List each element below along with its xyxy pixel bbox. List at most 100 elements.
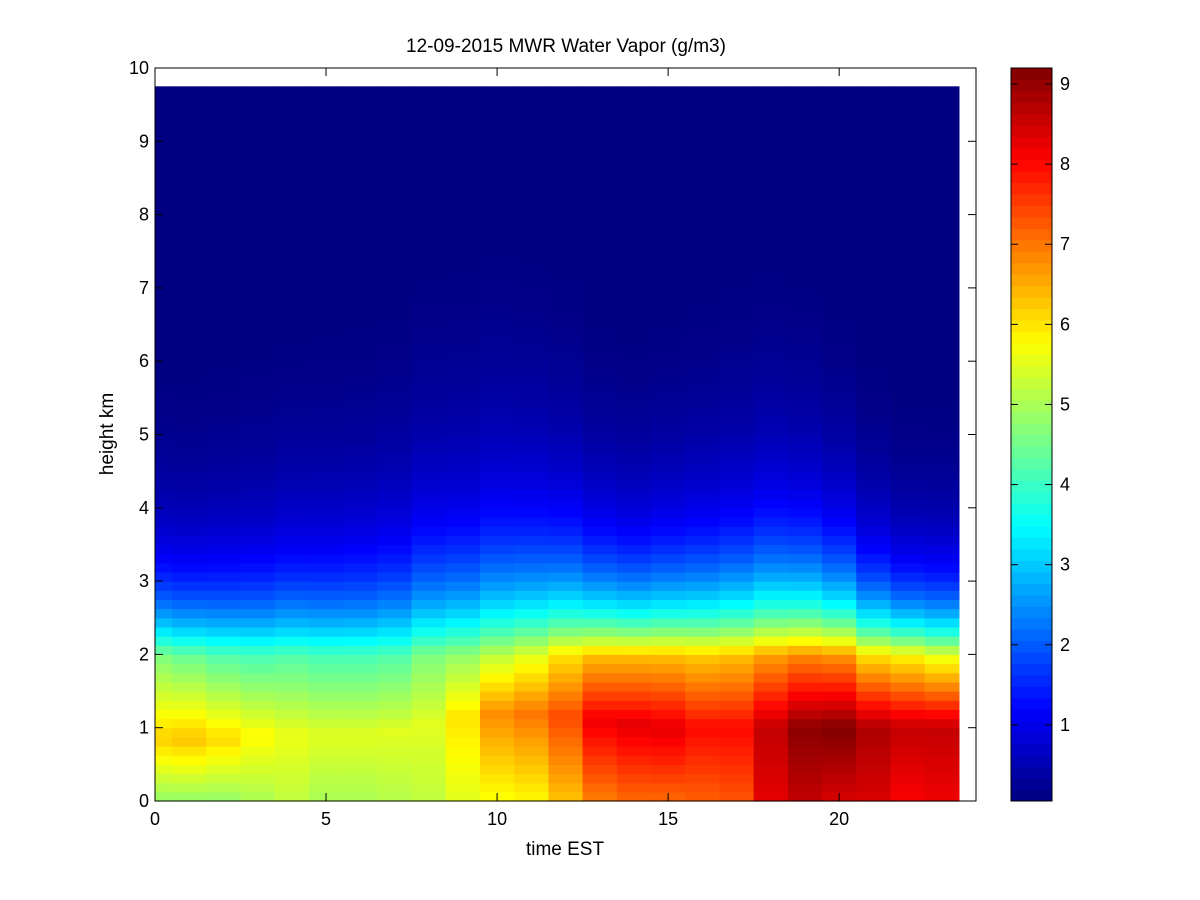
heatmap-cell [308, 709, 344, 720]
heatmap-cell [787, 736, 823, 747]
heatmap-cell [890, 141, 926, 152]
heatmap-cell [753, 590, 789, 601]
heatmap-cell [856, 352, 892, 362]
heatmap-cell [445, 232, 481, 243]
heatmap-cell [822, 782, 857, 793]
colorbar-strip [1011, 136, 1052, 149]
heatmap-cell [445, 782, 481, 793]
heatmap-cell [890, 361, 926, 371]
heatmap-cell [514, 306, 549, 316]
heatmap-cell [514, 187, 549, 197]
heatmap-cell [240, 187, 276, 197]
heatmap-cell [274, 388, 310, 399]
heatmap-cell [240, 370, 276, 381]
heatmap-cell [240, 342, 276, 353]
heatmap-cell [651, 242, 686, 252]
heatmap-cell [582, 746, 618, 756]
heatmap-cell [274, 104, 310, 115]
heatmap-cell [377, 590, 413, 601]
heatmap-cell [787, 260, 823, 271]
heatmap-cell [308, 626, 344, 637]
heatmap-cell [411, 581, 447, 591]
colorbar-strip [1011, 377, 1052, 390]
colorbar-strip [1011, 262, 1052, 275]
heatmap-cell [822, 122, 857, 133]
heatmap-cell [753, 407, 789, 417]
heatmap-cell [172, 86, 207, 97]
heatmap-cell [172, 544, 207, 555]
heatmap-cell [548, 461, 584, 472]
heatmap-cell [308, 242, 344, 252]
heatmap-cell [172, 379, 207, 390]
heatmap-cell [787, 507, 823, 518]
heatmap-cell [787, 361, 823, 371]
heatmap-cell [582, 617, 618, 628]
heatmap-cell [411, 663, 447, 674]
heatmap-cell [616, 663, 652, 674]
heatmap-cell [719, 526, 755, 536]
colorbar-strip [1011, 331, 1052, 344]
heatmap-cell [548, 416, 584, 426]
heatmap-cell [343, 196, 378, 207]
heatmap-cell [479, 187, 515, 197]
heatmap-cell [411, 132, 447, 142]
heatmap-cell [308, 645, 344, 655]
heatmap-cell [206, 489, 242, 500]
heatmap-cell [753, 379, 789, 390]
heatmap-cell [548, 782, 584, 793]
heatmap-cell [890, 526, 926, 536]
heatmap-cell [377, 324, 413, 335]
heatmap-cell [856, 232, 892, 243]
heatmap-cell [856, 581, 892, 591]
heatmap-cell [582, 718, 618, 729]
heatmap-cell [616, 132, 652, 142]
heatmap-cell [548, 232, 584, 243]
heatmap-cell [548, 700, 584, 710]
heatmap-cell [685, 691, 721, 701]
heatmap-cell [155, 526, 173, 536]
heatmap-cell [890, 278, 926, 289]
heatmap-cell [890, 681, 926, 692]
heatmap-cell [787, 379, 823, 390]
heatmap-cell [753, 397, 789, 408]
heatmap-cell [685, 663, 721, 674]
heatmap-cell [548, 471, 584, 481]
heatmap-cell [514, 562, 549, 573]
heatmap-cell [514, 269, 549, 280]
heatmap-cell [651, 141, 686, 152]
chart-title: 12-09-2015 MWR Water Vapor (g/m3) [406, 36, 726, 57]
heatmap-cell [924, 663, 960, 674]
heatmap-cell [240, 617, 276, 628]
y-tick-label: 8 [139, 205, 149, 225]
heatmap-cell [719, 681, 755, 692]
heatmap-cell [753, 526, 789, 536]
heatmap-cell [890, 452, 926, 463]
heatmap-cell [719, 562, 755, 573]
heatmap-cell [240, 434, 276, 445]
heatmap-cell [787, 407, 823, 417]
heatmap-cell [274, 571, 310, 582]
heatmap-cell [343, 590, 378, 601]
heatmap-cell [206, 507, 242, 518]
heatmap-cell [343, 471, 378, 481]
heatmap-cell [240, 113, 276, 124]
heatmap-cell [787, 425, 823, 436]
heatmap-cell [856, 461, 892, 472]
heatmap-cell [155, 370, 173, 381]
heatmap-cell [172, 177, 207, 188]
heatmap-cell [924, 196, 960, 207]
heatmap-cell [856, 132, 892, 142]
heatmap-cell [377, 260, 413, 271]
heatmap-cell [822, 709, 857, 720]
heatmap-cell [445, 379, 481, 390]
heatmap-cell [890, 791, 926, 802]
heatmap-cell [753, 352, 789, 362]
heatmap-cell [753, 425, 789, 436]
heatmap-cell [856, 95, 892, 106]
heatmap-cell [206, 150, 242, 161]
heatmap-cell [685, 260, 721, 271]
heatmap-cell [155, 516, 173, 527]
heatmap-cell [890, 352, 926, 362]
heatmap-cell [822, 297, 857, 307]
heatmap-cell [206, 672, 242, 683]
